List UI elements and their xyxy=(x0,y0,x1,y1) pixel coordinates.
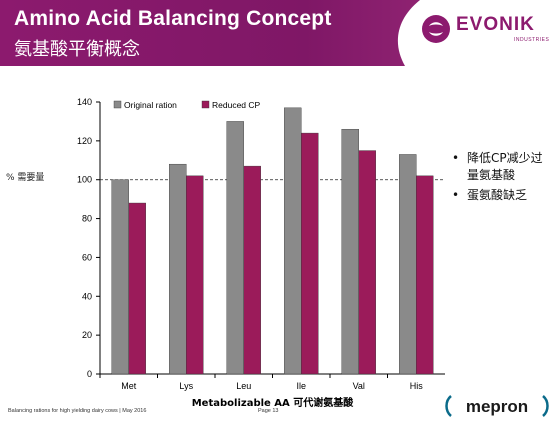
bar-val-original xyxy=(341,128,359,375)
bullet-text: 蛋氨酸缺乏 xyxy=(467,188,528,202)
bar-leu-reduced xyxy=(243,165,261,375)
y-tick-label: 100 xyxy=(77,175,92,185)
x-tick-label: Met xyxy=(121,381,137,391)
page-subtitle: 氨基酸平衡概念 xyxy=(14,39,140,60)
footer-caption: Balancing rations for high yielding dair… xyxy=(8,408,147,414)
evonik-logo-text: EVONIK xyxy=(456,14,535,35)
page-title: Amino Acid Balancing Concept xyxy=(14,7,332,30)
bar-lys-original xyxy=(169,163,187,375)
y-tick-label: 140 xyxy=(77,97,92,107)
bullet-item: • 降低CP减少过 xyxy=(452,150,556,167)
legend-swatch-0 xyxy=(113,100,122,109)
legend-label: Original ration xyxy=(124,100,177,110)
bar-his-original xyxy=(399,154,417,375)
y-tick-label: 40 xyxy=(82,291,92,301)
evonik-logo: EVONIK INDUSTRIES xyxy=(420,10,550,50)
bullet-text: 量氨基酸 xyxy=(467,168,516,182)
x-tick-label: Ile xyxy=(296,381,306,391)
x-tick-label: Leu xyxy=(236,381,251,391)
bullet-item: • 蛋氨酸缺乏 xyxy=(452,187,556,204)
bullet-item-continuation: 量氨基酸 xyxy=(452,167,556,184)
y-tick-label: 0 xyxy=(87,369,92,379)
x-tick-label: Lys xyxy=(179,381,193,391)
x-tick-label: His xyxy=(410,381,423,391)
bar-ile-reduced xyxy=(301,132,319,375)
evonik-emblem-icon xyxy=(422,15,450,43)
bullet-list: • 降低CP减少过 量氨基酸 • 蛋氨酸缺乏 xyxy=(452,150,556,204)
y-tick-label: 120 xyxy=(77,136,92,146)
bullet-text: 降低CP减少过 xyxy=(467,151,543,165)
mepron-arc-icon xyxy=(445,395,452,417)
bar-val-reduced xyxy=(358,150,376,375)
bullet-dot-icon: • xyxy=(452,151,460,165)
bar-chart: 0 20 40 60 80 100 120 140 Met Lys Leu Ile Val His Meta… xyxy=(77,97,445,409)
x-axis-label: Metabolizable AA 可代谢氨基酸 xyxy=(192,396,355,409)
bar-lys-reduced xyxy=(186,175,204,375)
bar-met-reduced xyxy=(128,202,146,375)
x-tick-label: Val xyxy=(353,381,365,391)
y-side-label: % 需要量 xyxy=(6,173,45,183)
y-tick-label: 20 xyxy=(82,330,92,340)
mepron-logo: mepron xyxy=(445,395,549,417)
y-tick-label: 60 xyxy=(82,252,92,262)
bar-met-original xyxy=(111,179,129,375)
legend-label: Reduced CP xyxy=(212,100,261,110)
header-banner: Amino Acid Balancing Concept 氨基酸平衡概念 xyxy=(0,0,556,66)
footer-page-number: Page 13 xyxy=(258,408,279,414)
bullet-dot-icon: • xyxy=(452,188,460,202)
legend-swatch-1 xyxy=(201,100,210,109)
evonik-logo-subtext: INDUSTRIES xyxy=(514,37,550,43)
bar-his-reduced xyxy=(416,175,434,375)
bar-ile-original xyxy=(284,107,302,375)
mepron-logo-text: mepron xyxy=(466,397,528,416)
bar-leu-original xyxy=(226,121,244,375)
y-tick-label: 80 xyxy=(82,214,92,224)
mepron-arc-icon xyxy=(542,395,549,417)
